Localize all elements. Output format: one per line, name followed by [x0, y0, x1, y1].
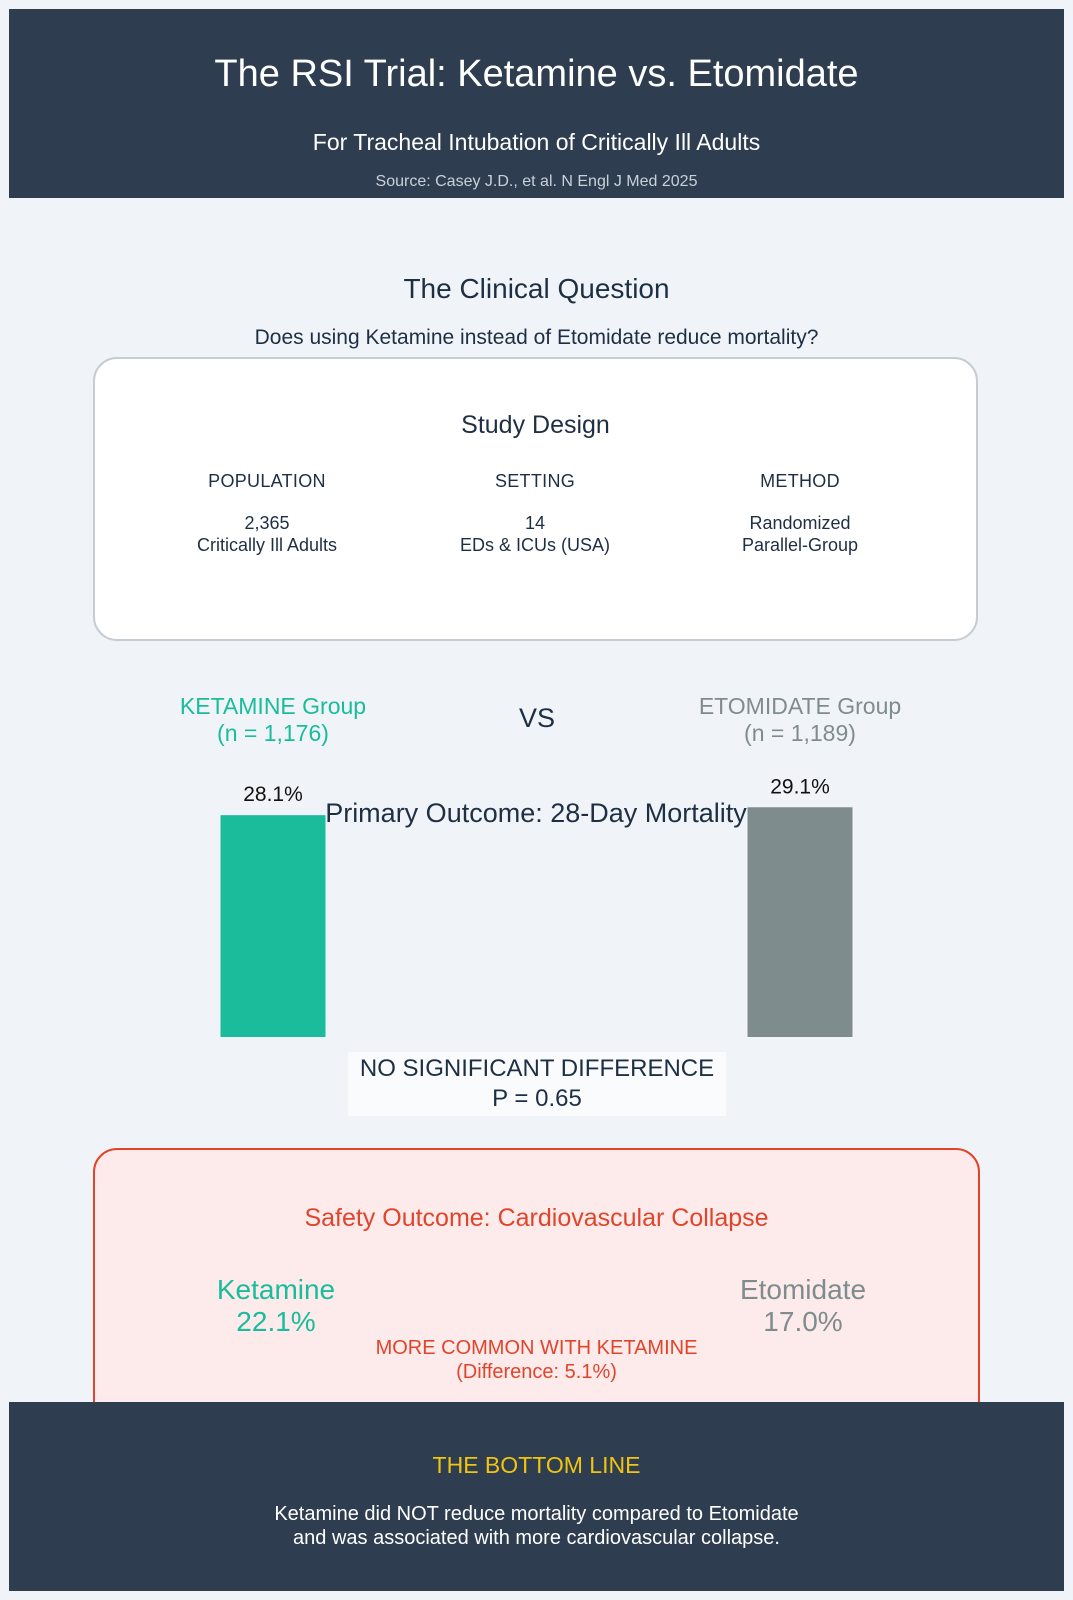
setting-description: EDs & ICUs (USA)	[459, 535, 610, 555]
header-banner: The RSI Trial: Ketamine vs. Etomidate Fo…	[9, 9, 1064, 198]
ketamine-group-n: (n = 1,176)	[217, 720, 329, 746]
chart-title: Primary Outcome: 28-Day Mortality	[325, 798, 747, 828]
bottom-line-text-2: and was associated with more cardiovascu…	[293, 1527, 780, 1549]
p-value: P = 0.65	[492, 1085, 582, 1112]
safety-note-text: MORE COMMON WITH KETAMINE	[375, 1337, 698, 1359]
ketamine-group-name: KETAMINE Group	[179, 693, 367, 719]
method-label: METHOD	[760, 471, 840, 491]
source-citation: Source: Casey J.D., et al. N Engl J Med …	[375, 173, 698, 190]
bottom-line-text: Ketamine did NOT reduce mortality compar…	[9, 1502, 1064, 1550]
vs-label: VS	[518, 703, 556, 733]
page-subtitle: For Tracheal Intubation of Critically Il…	[312, 129, 761, 155]
design-population: POPULATION 2,365 Critically Ill Adults	[117, 471, 417, 556]
safety-outcome-card: Safety Outcome: Cardiovascular Collapse …	[93, 1148, 980, 1448]
bar-label-ketamine: 28.1%	[243, 783, 303, 806]
etomidate-group-name: ETOMIDATE Group	[698, 693, 902, 719]
safety-etomidate-value: 17.0%	[763, 1306, 843, 1337]
setting-label: SETTING	[494, 471, 576, 491]
safety-difference: (Difference: 5.1%)	[456, 1361, 617, 1383]
etomidate-group-label: ETOMIDATE Group (n = 1,189)	[650, 693, 950, 747]
mortality-bar-chart: 28.1% 29.1% Primary Outcome: 28-Day Mort…	[220, 775, 853, 1037]
question-heading: The Clinical Question	[403, 273, 670, 304]
safety-heading: Safety Outcome: Cardiovascular Collapse	[304, 1204, 769, 1232]
etomidate-group-n: (n = 1,189)	[744, 720, 856, 746]
study-design-card: Study Design POPULATION 2,365 Critically…	[93, 357, 978, 641]
design-method: METHOD Randomized Parallel-Group	[650, 471, 950, 556]
safety-etomidate-label: Etomidate	[739, 1274, 867, 1305]
bar-label-etomidate: 29.1%	[770, 775, 830, 798]
design-setting: SETTING 14 EDs & ICUs (USA)	[385, 471, 685, 556]
bottom-line-banner: THE BOTTOM LINE Ketamine did NOT reduce …	[9, 1402, 1064, 1591]
bar-etomidate	[747, 807, 853, 1037]
safety-etomidate: Etomidate 17.0%	[653, 1274, 953, 1338]
study-design-heading: Study Design	[461, 411, 610, 439]
safety-note: MORE COMMON WITH KETAMINE (Difference: 5…	[95, 1336, 978, 1384]
bottom-line-heading: THE BOTTOM LINE	[432, 1452, 641, 1478]
ketamine-group-label: KETAMINE Group (n = 1,176)	[123, 693, 423, 747]
significance-box: NO SIGNIFICANT DIFFERENCE P = 0.65	[348, 1052, 726, 1116]
question-text: Does using Ketamine instead of Etomidate…	[254, 326, 819, 349]
bottom-line-text-1: Ketamine did NOT reduce mortality compar…	[274, 1503, 799, 1525]
population-count: 2,365	[244, 513, 290, 533]
population-label: POPULATION	[208, 471, 326, 491]
safety-ketamine-value: 22.1%	[236, 1306, 316, 1337]
setting-count: 14	[524, 513, 546, 533]
population-description: Critically Ill Adults	[196, 535, 338, 555]
method-description: Parallel-Group	[741, 535, 859, 555]
safety-ketamine-label: Ketamine	[216, 1274, 336, 1305]
method-type: Randomized	[749, 513, 851, 533]
significance-text: NO SIGNIFICANT DIFFERENCE	[359, 1055, 715, 1082]
safety-ketamine: Ketamine 22.1%	[126, 1274, 426, 1338]
bar-ketamine	[220, 815, 326, 1037]
page-title: The RSI Trial: Ketamine vs. Etomidate	[214, 53, 859, 95]
